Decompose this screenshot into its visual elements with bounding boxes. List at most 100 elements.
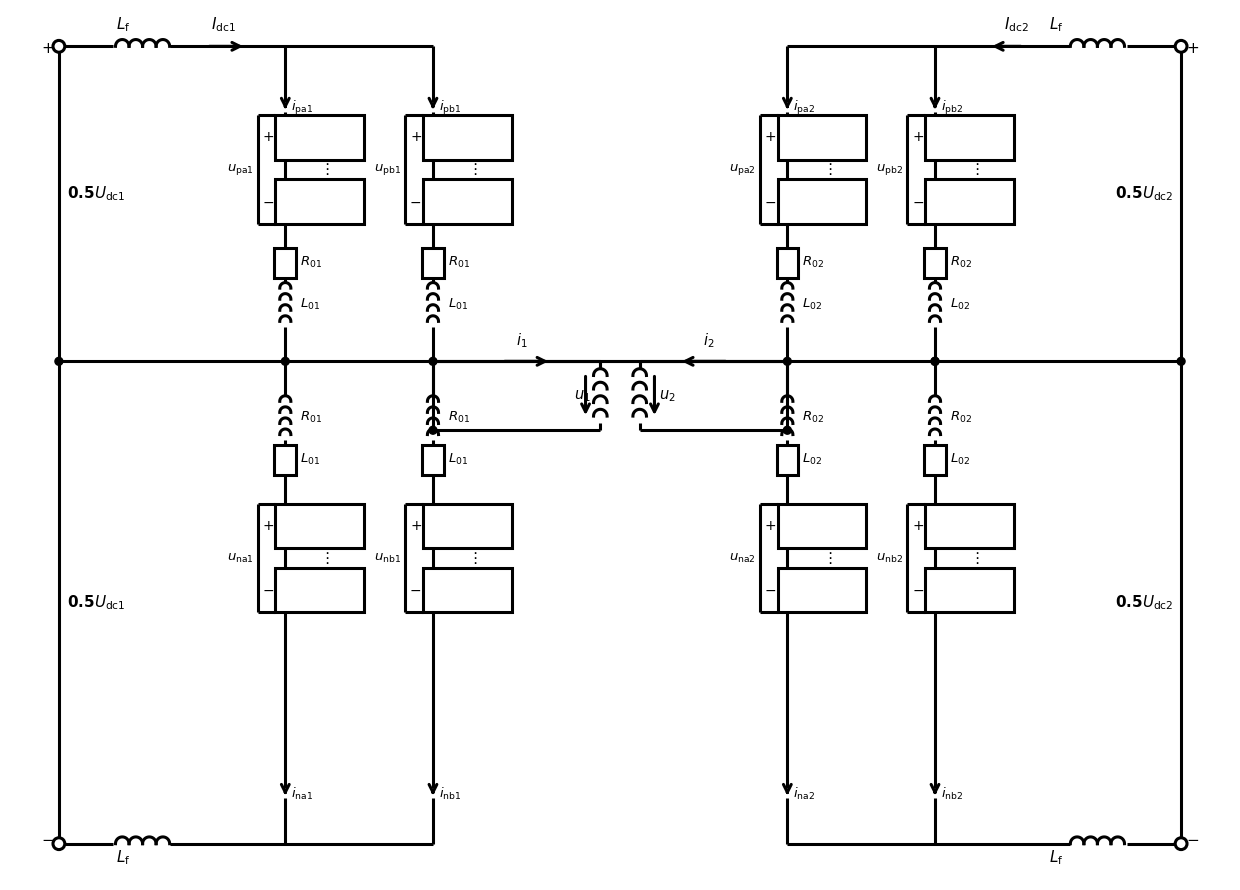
Text: $+$: $+$ bbox=[409, 519, 422, 533]
Circle shape bbox=[784, 358, 791, 365]
Text: $\mathrm{SM}_N$: $\mathrm{SM}_N$ bbox=[960, 583, 988, 598]
Text: $R_{01}$: $R_{01}$ bbox=[300, 410, 322, 425]
Text: $\mathrm{SM}_N$: $\mathrm{SM}_N$ bbox=[812, 194, 841, 209]
Text: $\mathrm{SM}_1$: $\mathrm{SM}_1$ bbox=[961, 519, 988, 534]
Text: $i_\mathrm{pa1}$: $i_\mathrm{pa1}$ bbox=[291, 100, 314, 117]
Bar bbox=[925, 115, 1014, 159]
Text: $\mathrm{SM}_1$: $\mathrm{SM}_1$ bbox=[311, 130, 339, 145]
Circle shape bbox=[53, 40, 64, 53]
Bar bbox=[275, 568, 365, 612]
Text: $L_\mathrm{f}$: $L_\mathrm{f}$ bbox=[1049, 15, 1063, 34]
Circle shape bbox=[429, 426, 436, 434]
Text: $-$: $-$ bbox=[409, 194, 422, 208]
Text: $\vdots$: $\vdots$ bbox=[970, 161, 980, 177]
Text: $+$: $+$ bbox=[764, 130, 776, 144]
Circle shape bbox=[931, 358, 939, 365]
Text: $\mathrm{SM}_N$: $\mathrm{SM}_N$ bbox=[458, 583, 486, 598]
Text: $\mathrm{SM}_N$: $\mathrm{SM}_N$ bbox=[812, 583, 841, 598]
Text: $R_{02}$: $R_{02}$ bbox=[950, 255, 972, 271]
Text: $-$: $-$ bbox=[262, 583, 274, 597]
Text: $R_{02}$: $R_{02}$ bbox=[802, 255, 825, 271]
Circle shape bbox=[1176, 837, 1187, 850]
Bar bbox=[423, 179, 512, 223]
Text: $R_{01}$: $R_{01}$ bbox=[448, 255, 470, 271]
Text: $+$: $+$ bbox=[764, 519, 776, 533]
Text: $u_\mathrm{nb1}$: $u_\mathrm{nb1}$ bbox=[374, 552, 402, 565]
Bar bbox=[925, 179, 1014, 223]
Text: $L_{01}$: $L_{01}$ bbox=[300, 452, 320, 467]
Text: $+$: $+$ bbox=[409, 130, 422, 144]
Text: $L_{01}$: $L_{01}$ bbox=[448, 452, 467, 467]
Text: $+$: $+$ bbox=[911, 130, 924, 144]
Text: $-$: $-$ bbox=[764, 194, 776, 208]
Bar bbox=[274, 445, 296, 474]
Text: $-$: $-$ bbox=[911, 194, 924, 208]
Text: $\vdots$: $\vdots$ bbox=[320, 550, 330, 566]
Text: $L_\mathrm{f}$: $L_\mathrm{f}$ bbox=[117, 15, 130, 34]
Text: $L_{01}$: $L_{01}$ bbox=[448, 297, 467, 312]
Circle shape bbox=[429, 358, 436, 365]
Text: $\vdots$: $\vdots$ bbox=[822, 550, 832, 566]
Text: $i_\mathrm{na2}$: $i_\mathrm{na2}$ bbox=[794, 786, 816, 802]
Circle shape bbox=[53, 837, 64, 850]
Text: $L_\mathrm{f}$: $L_\mathrm{f}$ bbox=[1049, 848, 1063, 867]
Text: $\mathrm{SM}_1$: $\mathrm{SM}_1$ bbox=[813, 130, 841, 145]
Circle shape bbox=[281, 358, 289, 365]
Text: $I_\mathrm{dc1}$: $I_\mathrm{dc1}$ bbox=[212, 15, 237, 34]
Bar bbox=[776, 248, 799, 278]
Bar bbox=[925, 568, 1014, 612]
Text: $R_{02}$: $R_{02}$ bbox=[950, 410, 972, 425]
Text: $i_\mathrm{na1}$: $i_\mathrm{na1}$ bbox=[291, 786, 314, 802]
Bar bbox=[422, 445, 444, 474]
Text: $\mathrm{SM}_1$: $\mathrm{SM}_1$ bbox=[459, 519, 486, 534]
Text: $R_{02}$: $R_{02}$ bbox=[802, 410, 825, 425]
Text: $u_\mathrm{pa1}$: $u_\mathrm{pa1}$ bbox=[227, 162, 254, 177]
Bar bbox=[423, 504, 512, 548]
Text: $i_\mathrm{nb2}$: $i_\mathrm{nb2}$ bbox=[941, 786, 963, 802]
Text: $\mathrm{SM}_N$: $\mathrm{SM}_N$ bbox=[310, 194, 339, 209]
Bar bbox=[777, 504, 866, 548]
Bar bbox=[924, 248, 946, 278]
Text: $L_{02}$: $L_{02}$ bbox=[802, 297, 822, 312]
Text: $u_\mathrm{pb2}$: $u_\mathrm{pb2}$ bbox=[877, 162, 904, 177]
Circle shape bbox=[931, 358, 939, 365]
Text: $\vdots$: $\vdots$ bbox=[467, 161, 477, 177]
Text: $\mathrm{SM}_1$: $\mathrm{SM}_1$ bbox=[311, 519, 339, 534]
Text: $\mathrm{SM}_1$: $\mathrm{SM}_1$ bbox=[813, 519, 841, 534]
Text: $i_\mathrm{pa2}$: $i_\mathrm{pa2}$ bbox=[794, 100, 816, 117]
Text: $u_\mathrm{pa2}$: $u_\mathrm{pa2}$ bbox=[729, 162, 756, 177]
Text: $\mathbf{0.5}U_\mathrm{dc2}$: $\mathbf{0.5}U_\mathrm{dc2}$ bbox=[1115, 184, 1173, 203]
Circle shape bbox=[1177, 358, 1185, 365]
Text: $u_\mathrm{na1}$: $u_\mathrm{na1}$ bbox=[227, 552, 254, 565]
Text: $L_{02}$: $L_{02}$ bbox=[950, 452, 970, 467]
Text: $i_\mathrm{pb1}$: $i_\mathrm{pb1}$ bbox=[439, 100, 461, 117]
Text: $R_{01}$: $R_{01}$ bbox=[448, 410, 470, 425]
Text: $\mathrm{SM}_N$: $\mathrm{SM}_N$ bbox=[960, 194, 988, 209]
Text: $i_\mathrm{nb1}$: $i_\mathrm{nb1}$ bbox=[439, 786, 461, 802]
Bar bbox=[274, 248, 296, 278]
Text: $\mathbf{0.5}U_\mathrm{dc1}$: $\mathbf{0.5}U_\mathrm{dc1}$ bbox=[67, 184, 125, 203]
Text: $\vdots$: $\vdots$ bbox=[822, 161, 832, 177]
Bar bbox=[924, 445, 946, 474]
Bar bbox=[776, 445, 799, 474]
Text: $+$: $+$ bbox=[41, 41, 55, 56]
Text: $+$: $+$ bbox=[911, 519, 924, 533]
Bar bbox=[423, 115, 512, 159]
Text: $i_1$: $i_1$ bbox=[516, 331, 527, 350]
Circle shape bbox=[55, 358, 63, 365]
Text: $\vdots$: $\vdots$ bbox=[467, 550, 477, 566]
Text: $I_\mathrm{dc2}$: $I_\mathrm{dc2}$ bbox=[1003, 15, 1028, 34]
Bar bbox=[422, 248, 444, 278]
Bar bbox=[275, 504, 365, 548]
Text: $-$: $-$ bbox=[409, 583, 422, 597]
Text: $+$: $+$ bbox=[262, 519, 274, 533]
Bar bbox=[777, 568, 866, 612]
Text: $L_{01}$: $L_{01}$ bbox=[300, 297, 320, 312]
Bar bbox=[777, 115, 866, 159]
Text: $+$: $+$ bbox=[262, 130, 274, 144]
Text: $\mathbf{0.5}U_\mathrm{dc1}$: $\mathbf{0.5}U_\mathrm{dc1}$ bbox=[67, 593, 125, 611]
Text: $-$: $-$ bbox=[1185, 831, 1199, 846]
Text: $\mathbf{0.5}U_\mathrm{dc2}$: $\mathbf{0.5}U_\mathrm{dc2}$ bbox=[1115, 593, 1173, 611]
Text: $\mathrm{SM}_1$: $\mathrm{SM}_1$ bbox=[961, 130, 988, 145]
Circle shape bbox=[1176, 40, 1187, 53]
